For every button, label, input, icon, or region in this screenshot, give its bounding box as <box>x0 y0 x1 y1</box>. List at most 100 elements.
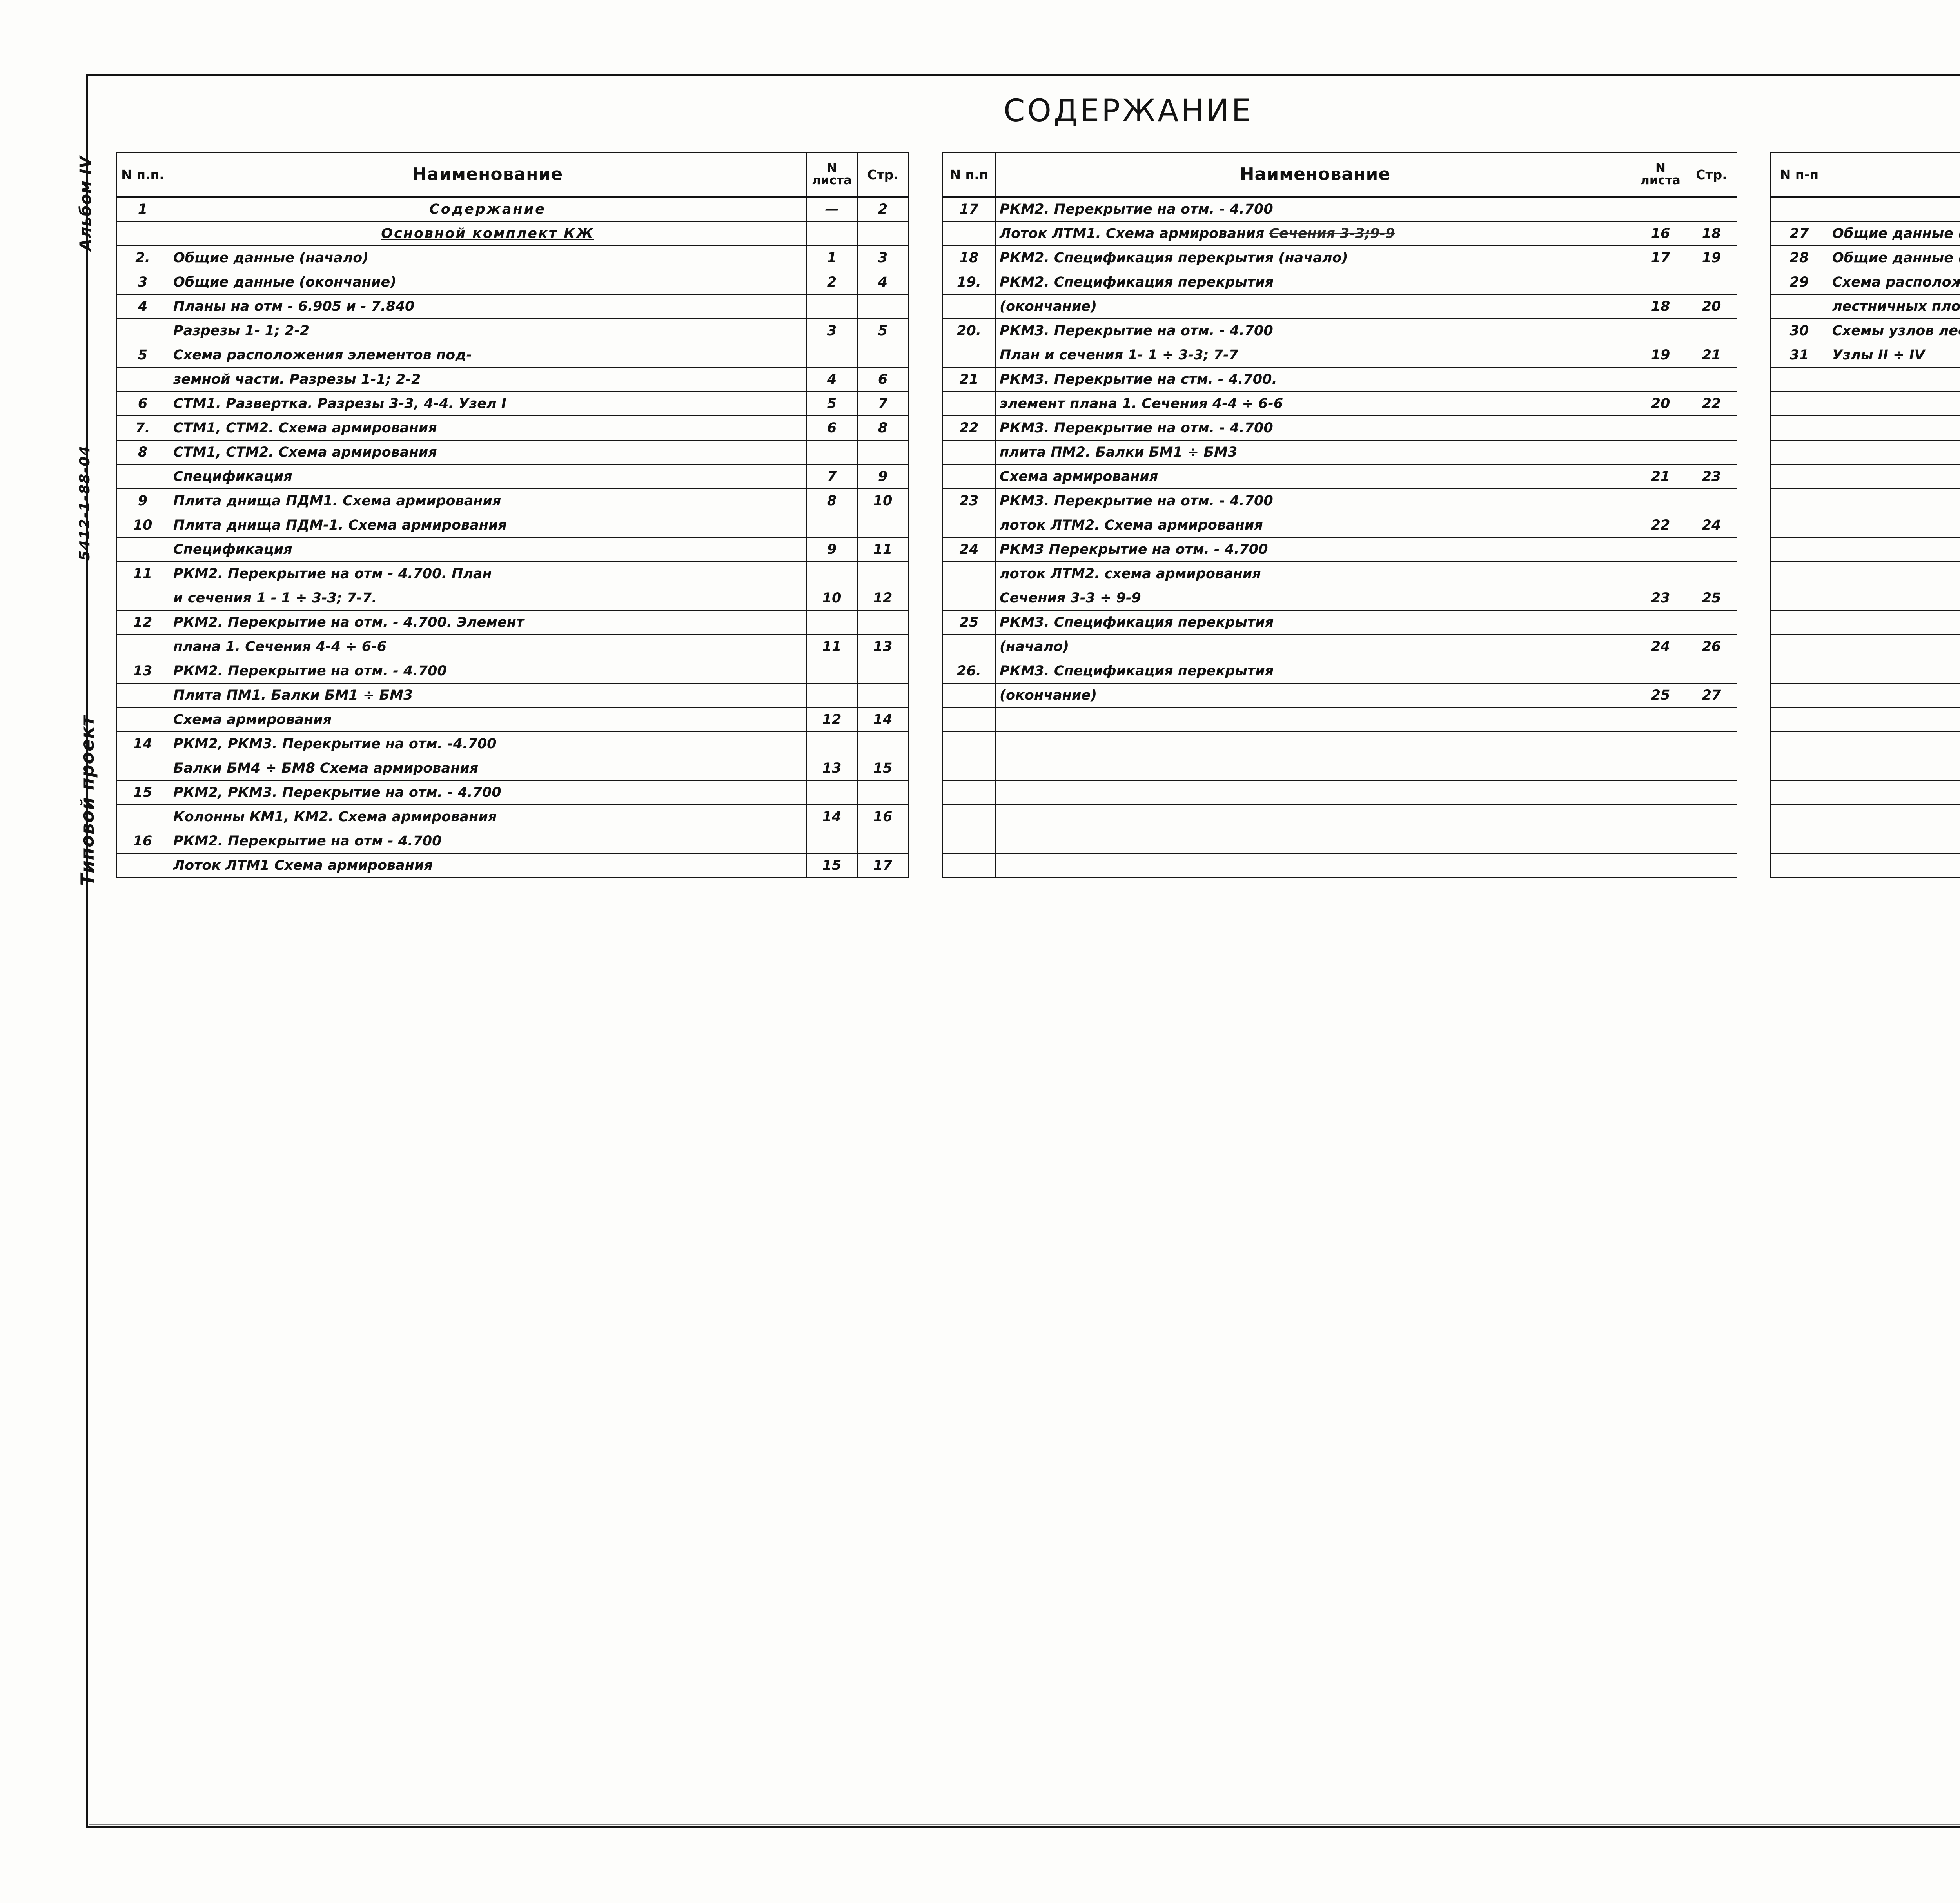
cell-sheet-number: 23 <box>1635 586 1686 611</box>
cell-sheet-number <box>806 561 858 586</box>
cell-item-number <box>1770 804 1828 829</box>
cell-name-struck-text: Сечения 3-3;9-9 <box>1269 225 1395 241</box>
table-row: 24 РКМ3 Перекрытие на отм. - 4.700 <box>942 537 1737 562</box>
cell-item-number <box>942 707 996 732</box>
cell-name <box>1828 391 1960 416</box>
cell-sheet-number: 15 <box>806 853 858 878</box>
cell-sheet-number <box>806 221 858 246</box>
cell-item-number <box>942 829 996 854</box>
cell-item-number: 30 <box>1770 318 1828 343</box>
header-item-number: N п.п. <box>116 152 169 198</box>
sheet-border <box>86 74 1960 1828</box>
cell-name <box>1828 440 1960 465</box>
cell-item-number <box>1770 415 1828 441</box>
cell-page-number <box>1686 488 1737 513</box>
table-row: Сечения 3-3 ÷ 9-9 23 25 <box>942 586 1737 611</box>
cell-item-number <box>1770 683 1828 708</box>
cell-sheet-number: 9 <box>806 537 858 562</box>
cell-page-number <box>857 829 909 854</box>
cell-sheet-number: 12 <box>806 707 858 732</box>
cell-sheet-number: 4 <box>806 367 858 392</box>
cell-page-number: 14 <box>857 707 909 732</box>
cell-name <box>995 780 1635 805</box>
cell-name: Узлы II ÷ IV <box>1828 343 1960 368</box>
cell-item-number: 31 <box>1770 343 1828 368</box>
cell-item-number <box>1770 586 1828 611</box>
cell-item-number <box>116 537 169 562</box>
table-row <box>1770 756 1960 781</box>
cell-name: Лоток ЛТМ1 Схема армирования <box>169 853 807 878</box>
cell-name-text: Лоток ЛТМ1. Схема армирования <box>1000 225 1269 241</box>
table-row <box>942 829 1737 854</box>
table-row: Основной комплект КМ <box>1770 196 1960 222</box>
cell-page-number: 9 <box>857 464 909 489</box>
cell-name: Спецификация <box>169 537 807 562</box>
cell-item-number <box>1770 610 1828 635</box>
cell-name <box>1828 780 1960 805</box>
table-row: (начало) 24 26 <box>942 634 1737 659</box>
cell-item-number <box>1770 634 1828 659</box>
cell-name: РКМ3. Спецификация перекрытия <box>995 659 1635 684</box>
table-row: Разрезы 1- 1; 2-2 3 5 <box>116 318 909 343</box>
cell-sheet-number <box>1635 804 1686 829</box>
cell-item-number <box>942 634 996 659</box>
cell-item-number <box>1770 731 1828 756</box>
table-row: 14 РКМ2, РКМ3. Перекрытие на отм. -4.700 <box>116 731 909 756</box>
table-row <box>1770 683 1960 708</box>
cell-name: Колонны КМ1, КМ2. Схема армирования <box>169 804 807 829</box>
table-row: 15 РКМ2, РКМ3. Перекрытие на отм. - 4.700 <box>116 780 909 805</box>
table-row: 22 РКМ3. Перекрытие на отм. - 4.700 <box>942 415 1737 441</box>
cell-item-number <box>116 683 169 708</box>
cell-item-number: 27 <box>1770 221 1828 246</box>
cell-name: Спецификация <box>169 464 807 489</box>
cell-page-number: 20 <box>1686 294 1737 319</box>
table-row: плита ПМ2. Балки БМ1 ÷ БМ3 <box>942 440 1737 465</box>
contents-table-1: N п.п. Наименование N листа Стр. 1 Содерж… <box>116 152 909 878</box>
cell-sheet-number: 20 <box>1635 391 1686 416</box>
cell-item-number: 2. <box>116 245 169 270</box>
cell-item-number <box>116 318 169 343</box>
cell-name <box>1828 829 1960 854</box>
table-row <box>942 853 1737 878</box>
cell-sheet-number: — <box>806 196 858 222</box>
cell-sheet-number: 10 <box>806 586 858 611</box>
cell-sheet-number: 6 <box>806 415 858 441</box>
cell-page-number <box>1686 561 1737 586</box>
table-row <box>1770 853 1960 878</box>
cell-name: РКМ2. Перекрытие на отм. - 4.700 <box>169 659 807 684</box>
table-body-1: 1 Содержание —2 Основной комплект КЖ 2. Общие… <box>116 196 909 878</box>
cell-page-number <box>1686 853 1737 878</box>
table-row: плана 1. Сечения 4-4 ÷ 6-6 11 13 <box>116 634 909 659</box>
cell-sheet-number <box>1635 488 1686 513</box>
table-row: 16 РКМ2. Перекрытие на отм - 4.700 <box>116 829 909 854</box>
cell-item-number: 26. <box>942 659 996 684</box>
cell-name: Основной комплект КЖ <box>169 221 807 246</box>
header-page-number: Стр. <box>857 152 909 198</box>
cell-sheet-number: 24 <box>1635 634 1686 659</box>
cell-item-number <box>116 367 169 392</box>
cell-item-number: 14 <box>116 731 169 756</box>
cell-sheet-number <box>806 829 858 854</box>
cell-name: Общие данные (окончание) <box>169 270 807 295</box>
cell-page-number <box>1686 780 1737 805</box>
cell-name: План и сечения 1- 1 ÷ 3-3; 7-7 <box>995 343 1635 368</box>
cell-page-number: 12 <box>857 586 909 611</box>
cell-name <box>995 731 1635 756</box>
cell-item-number: 10 <box>116 513 169 538</box>
cell-item-number <box>1770 294 1828 319</box>
header-page-number: Стр. <box>1686 152 1737 198</box>
cell-name: РКМ2. Спецификация перекрытия (начало) <box>995 245 1635 270</box>
table-row: 21 РКМ3. Перекрытие на стм. - 4.700. <box>942 367 1737 392</box>
cell-sheet-number <box>806 731 858 756</box>
cell-page-number: 10 <box>857 488 909 513</box>
cell-item-number: 25 <box>942 610 996 635</box>
cell-sheet-number <box>1635 829 1686 854</box>
header-sheet-number: N листа <box>1635 152 1686 198</box>
cell-sheet-number: 7 <box>806 464 858 489</box>
cell-item-number <box>942 683 996 708</box>
cell-page-number: 11 <box>857 537 909 562</box>
cell-page-number <box>1686 829 1737 854</box>
